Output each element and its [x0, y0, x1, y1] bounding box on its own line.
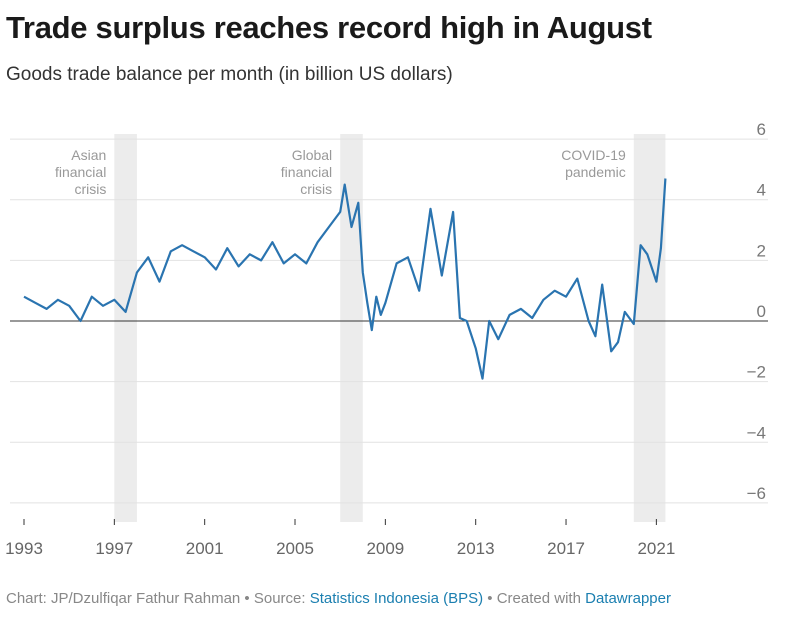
- x-tick-label: 2013: [457, 539, 495, 558]
- shaded-period-label: crisis: [300, 181, 332, 197]
- x-tick-label: 1993: [5, 539, 43, 558]
- source-link[interactable]: Statistics Indonesia (BPS): [309, 590, 484, 607]
- shaded-period-2: [633, 134, 666, 522]
- chart-title: Trade surplus reaches record high in Aug…: [6, 10, 652, 45]
- shaded-period-label: COVID-19: [561, 147, 626, 163]
- datawrapper-link[interactable]: Datawrapper: [585, 590, 671, 607]
- x-tick-label: 2017: [547, 539, 585, 558]
- y-tick-label: 4: [757, 181, 766, 200]
- x-tick-label: 2009: [366, 539, 404, 558]
- x-tick-label: 2021: [637, 539, 675, 558]
- footer-created-with: • Created with: [483, 590, 586, 607]
- shaded-period-label: crisis: [74, 181, 106, 197]
- x-tick-label: 2005: [276, 539, 314, 558]
- chart-footer: Chart: JP/Dzulfiqar Fathur Rahman • Sour…: [6, 590, 671, 607]
- line-chart: 6420−2−4−6AsianfinancialcrisisGlobalfina…: [5, 120, 768, 558]
- x-tick-label: 1997: [95, 539, 133, 558]
- y-tick-label: −6: [747, 484, 766, 503]
- y-tick-label: 6: [757, 120, 766, 139]
- shaded-period-0: [114, 134, 137, 522]
- shaded-period-label: Asian: [71, 147, 106, 163]
- shaded-period-label: financial: [281, 164, 332, 180]
- chart-subtitle: Goods trade balance per month (in billio…: [6, 64, 453, 85]
- y-tick-label: 2: [757, 241, 766, 260]
- y-tick-label: −2: [747, 363, 766, 382]
- shaded-period-label: Global: [292, 147, 332, 163]
- y-tick-label: −4: [747, 423, 766, 442]
- shaded-period-label: financial: [55, 164, 106, 180]
- shaded-period-1: [340, 134, 363, 522]
- trade-balance-line: [23, 178, 667, 380]
- shaded-period-label: pandemic: [565, 164, 626, 180]
- y-tick-label: 0: [757, 302, 766, 321]
- footer-credit: Chart: JP/Dzulfiqar Fathur Rahman • Sour…: [6, 590, 310, 607]
- x-tick-label: 2001: [186, 539, 224, 558]
